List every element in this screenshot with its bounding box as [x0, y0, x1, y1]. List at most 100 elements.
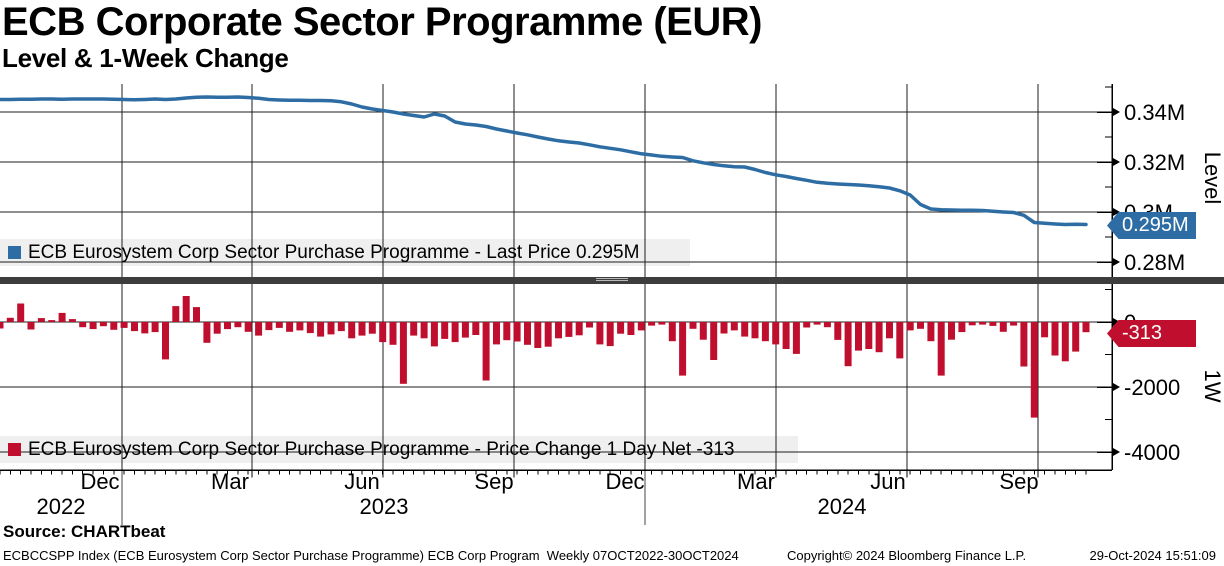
bar	[544, 322, 552, 347]
bar	[244, 322, 252, 332]
bar	[99, 322, 107, 327]
bar	[6, 317, 14, 322]
bar	[27, 322, 35, 330]
bar	[586, 322, 593, 328]
bar	[420, 322, 428, 339]
bar	[989, 322, 997, 326]
bar	[782, 322, 790, 349]
bar	[668, 322, 676, 342]
bar	[451, 322, 459, 343]
bar	[79, 322, 87, 328]
bar	[927, 322, 935, 342]
bar	[1051, 322, 1059, 356]
y-tick-arrow-icon	[1113, 318, 1120, 326]
x-year-label: 2024	[818, 494, 867, 519]
y-tick-label: 0.28M	[1124, 250, 1185, 275]
bar	[596, 322, 604, 345]
bar	[689, 322, 697, 329]
y-tick-label: -2000	[1124, 375, 1180, 400]
bar	[813, 322, 821, 325]
legend-change-label: ECB Eurosystem Corp Sector Purchase Prog…	[28, 438, 735, 460]
bar	[348, 322, 356, 339]
bar	[1030, 322, 1038, 418]
y-tick-label: 0.32M	[1124, 150, 1185, 175]
bar	[855, 322, 862, 351]
bar	[461, 322, 469, 338]
bar	[368, 322, 376, 334]
bar	[710, 322, 718, 360]
last-price-tag: 0.295M	[1107, 212, 1196, 239]
bar	[1061, 322, 1069, 362]
bar	[306, 322, 314, 334]
bar	[1010, 322, 1018, 326]
bar	[906, 322, 914, 331]
bar	[937, 322, 945, 376]
bar	[834, 322, 842, 340]
bar	[865, 322, 873, 349]
ticker-description: ECBCCSPP Index (ECB Eurosystem Corp Sect…	[3, 548, 739, 563]
bar	[48, 320, 56, 322]
legend-change: ECB Eurosystem Corp Sector Purchase Prog…	[0, 436, 734, 463]
bar	[441, 322, 449, 339]
bar	[979, 322, 987, 325]
bar	[58, 312, 66, 322]
bar	[875, 322, 883, 353]
bar	[555, 322, 562, 339]
bar	[120, 322, 128, 328]
x-month-label: Dec	[80, 469, 119, 494]
y-tick-arrow-icon	[1113, 208, 1120, 216]
bar	[296, 322, 304, 331]
legend-marker-change-icon	[8, 443, 21, 456]
x-month-label: Sep	[999, 469, 1038, 494]
bar	[131, 322, 138, 332]
bar	[886, 322, 893, 339]
bar	[803, 322, 811, 328]
bar	[379, 322, 387, 343]
bar	[751, 322, 759, 339]
bar	[162, 322, 169, 360]
y-tick-label: -4000	[1124, 440, 1180, 465]
bar	[337, 322, 345, 332]
x-month-label: Mar	[737, 469, 775, 494]
bar	[699, 322, 707, 340]
bar	[141, 322, 149, 334]
bar	[896, 322, 904, 359]
bar	[430, 322, 438, 347]
bar	[917, 322, 924, 329]
bar	[286, 322, 294, 332]
bar	[255, 322, 263, 336]
bar	[234, 322, 242, 328]
bar	[358, 322, 366, 336]
bar	[565, 322, 573, 337]
bar	[648, 322, 656, 326]
bar	[1082, 322, 1090, 333]
bar	[658, 322, 666, 325]
bar	[68, 319, 76, 322]
axis-title-level: Level	[1200, 152, 1224, 205]
bar	[823, 322, 831, 328]
legend-marker-level-icon	[8, 246, 21, 259]
bar	[410, 322, 418, 336]
bar	[679, 322, 687, 376]
bar	[182, 296, 190, 322]
bar	[224, 322, 231, 330]
bar	[792, 322, 800, 354]
bar	[399, 322, 407, 384]
bar	[389, 322, 397, 345]
bar	[575, 322, 583, 336]
y-tick-arrow-icon	[1113, 158, 1120, 166]
bar	[999, 322, 1007, 332]
panel-separator-drag-handle[interactable]	[596, 277, 628, 284]
y-tick-arrow-icon	[1113, 108, 1120, 116]
x-month-label: Jun	[344, 469, 379, 494]
bar	[844, 322, 852, 367]
level-line	[0, 95, 1088, 227]
bar	[637, 322, 645, 331]
bar	[172, 306, 180, 322]
last-change-tag: -313	[1107, 320, 1196, 347]
bar	[534, 322, 542, 348]
bar	[37, 318, 45, 322]
x-year-label: 2023	[360, 494, 409, 519]
bar	[741, 322, 749, 337]
